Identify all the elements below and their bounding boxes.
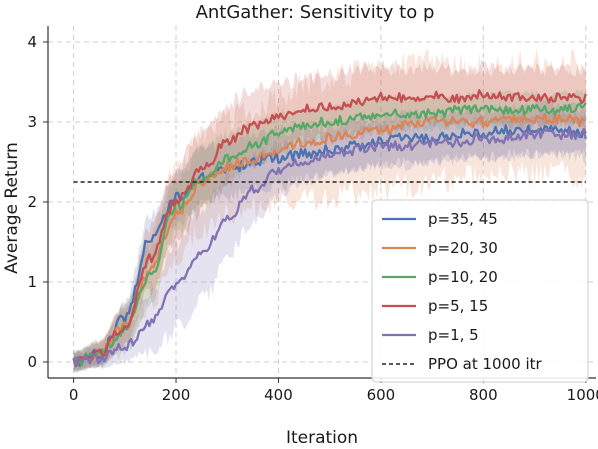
legend-box — [371, 199, 589, 383]
x-tick-label: 1000 — [567, 386, 598, 404]
confidence-band — [73, 89, 586, 373]
legend-label: p=1, 5 — [428, 326, 479, 344]
y-tick-label: 3 — [27, 113, 37, 131]
series-line — [72, 112, 587, 365]
y-axis-label: Average Return — [2, 142, 22, 274]
x-tick-label: 400 — [264, 386, 293, 404]
legend-label: p=20, 30 — [428, 239, 498, 257]
confidence-band — [73, 48, 586, 372]
x-tick-label: 800 — [469, 386, 498, 404]
series-line — [72, 102, 587, 367]
legend-label: p=5, 15 — [428, 297, 488, 315]
y-tick-label: 1 — [27, 273, 37, 291]
legend-label: p=10, 20 — [428, 268, 498, 286]
legend-label: PPO at 1000 itr — [428, 355, 542, 373]
series-line — [72, 127, 587, 367]
tick-labels: 0 200 400 600 800 1000 0 1 2 3 4 — [27, 33, 598, 404]
confidence-band — [73, 59, 586, 374]
y-tick-label: 4 — [27, 33, 37, 51]
y-tick-label: 0 — [27, 353, 37, 371]
x-axis-label: Iteration — [286, 428, 358, 448]
series-line — [72, 89, 587, 368]
x-tick-label: 0 — [69, 386, 79, 404]
series-lines — [72, 89, 587, 368]
legend: p=35, 45 p=20, 30 p=10, 20 p=5, 15 p=1, 5 PPO… — [371, 199, 589, 383]
y-tick-label: 2 — [27, 193, 37, 211]
x-tick-label: 600 — [367, 386, 396, 404]
x-tick-label: 200 — [162, 386, 191, 404]
legend-label: p=35, 45 — [428, 210, 498, 228]
series-line — [73, 124, 587, 367]
chart-title: AntGather: Sensitivity to p — [196, 2, 435, 23]
